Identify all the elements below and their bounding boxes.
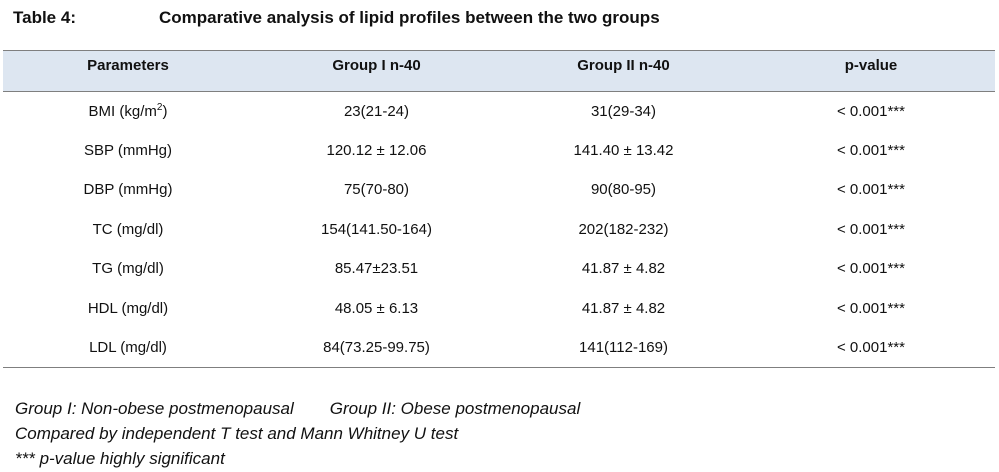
lipid-profile-table: Parameters Group I n-40 Group II n-40 p-… xyxy=(3,50,995,368)
cell-group-2: 141.40 ± 13.42 xyxy=(573,142,674,160)
cell-group-1: 154(141.50-164) xyxy=(321,220,432,238)
table-row: SBP (mmHg) 120.12 ± 12.06 141.40 ± 13.42… xyxy=(3,131,995,170)
cell-parameter: BMI (kg/m2) xyxy=(88,102,168,121)
header-group-2: Group II n-40 xyxy=(500,50,747,92)
footnote-tests: Compared by independent T test and Mann … xyxy=(15,424,459,443)
table-row: LDL (mg/dl) 84(73.25-99.75) 141(112-169)… xyxy=(3,327,995,368)
table-row: DBP (mmHg) 75(70-80) 90(80-95) < 0.001**… xyxy=(3,170,995,209)
cell-p-value: < 0.001*** xyxy=(837,181,905,199)
table-footnotes: Group I: Non-obese postmenopausal Group I… xyxy=(15,396,580,471)
cell-group-1: 48.05 ± 6.13 xyxy=(334,299,419,317)
cell-group-2: 41.87 ± 4.82 xyxy=(581,260,666,278)
cell-group-2: 202(182-232) xyxy=(578,220,669,238)
cell-p-value: < 0.001*** xyxy=(837,102,905,120)
table-number: Table 4: xyxy=(13,8,76,27)
cell-group-1: 120.12 ± 12.06 xyxy=(326,142,427,160)
table-row: BMI (kg/m2) 23(21-24) 31(29-34) < 0.001*… xyxy=(3,92,995,131)
cell-group-2: 141(112-169) xyxy=(500,327,747,368)
table-row: HDL (mg/dl) 48.05 ± 6.13 41.87 ± 4.82 < … xyxy=(3,288,995,327)
table-body: BMI (kg/m2) 23(21-24) 31(29-34) < 0.001*… xyxy=(3,92,995,368)
header-group-1: Group I n-40 xyxy=(253,50,500,92)
cell-p-value: < 0.001*** xyxy=(837,299,905,317)
footnote-groups: Group I: Non-obese postmenopausal Group I… xyxy=(15,396,580,421)
footnote-significance: *** p-value highly significant xyxy=(15,449,225,468)
cell-parameter: TG (mg/dl) xyxy=(92,260,164,278)
header-parameters: Parameters xyxy=(3,50,253,92)
footnote-group-2: Group II: Obese postmenopausal xyxy=(329,399,581,418)
footnote-group-1: Group I: Non-obese postmenopausal xyxy=(15,399,294,418)
header-p-value: p-value xyxy=(747,50,995,92)
cell-p-value: < 0.001*** xyxy=(837,260,905,278)
cell-group-2: 41.87 ± 4.82 xyxy=(581,299,666,317)
table-caption: Table 4: Comparative analysis of lipid p… xyxy=(13,8,999,30)
table-row: TC (mg/dl) 154(141.50-164) 202(182-232) … xyxy=(3,210,995,249)
cell-parameter: HDL (mg/dl) xyxy=(87,299,169,317)
cell-parameter: SBP (mmHg) xyxy=(83,142,173,160)
cell-p-value: < 0.001*** xyxy=(837,220,905,238)
cell-p-value: < 0.001*** xyxy=(837,142,905,160)
cell-group-1: 85.47±23.51 xyxy=(334,260,419,278)
table-header: Parameters Group I n-40 Group II n-40 p-… xyxy=(3,50,995,92)
cell-group-1: 84(73.25-99.75) xyxy=(253,327,500,368)
cell-group-1: 75(70-80) xyxy=(343,181,410,199)
cell-group-2: 31(29-34) xyxy=(590,102,657,120)
cell-p-value: < 0.001*** xyxy=(747,327,995,368)
header-row: Parameters Group I n-40 Group II n-40 p-… xyxy=(3,50,995,92)
cell-group-1: 23(21-24) xyxy=(343,102,410,120)
cell-parameter: LDL (mg/dl) xyxy=(3,327,253,368)
table-row: TG (mg/dl) 85.47±23.51 41.87 ± 4.82 < 0.… xyxy=(3,249,995,288)
cell-group-2: 90(80-95) xyxy=(590,181,657,199)
cell-parameter: TC (mg/dl) xyxy=(92,220,164,238)
cell-parameter: DBP (mmHg) xyxy=(83,181,173,199)
table-title: Comparative analysis of lipid profiles b… xyxy=(159,8,660,27)
